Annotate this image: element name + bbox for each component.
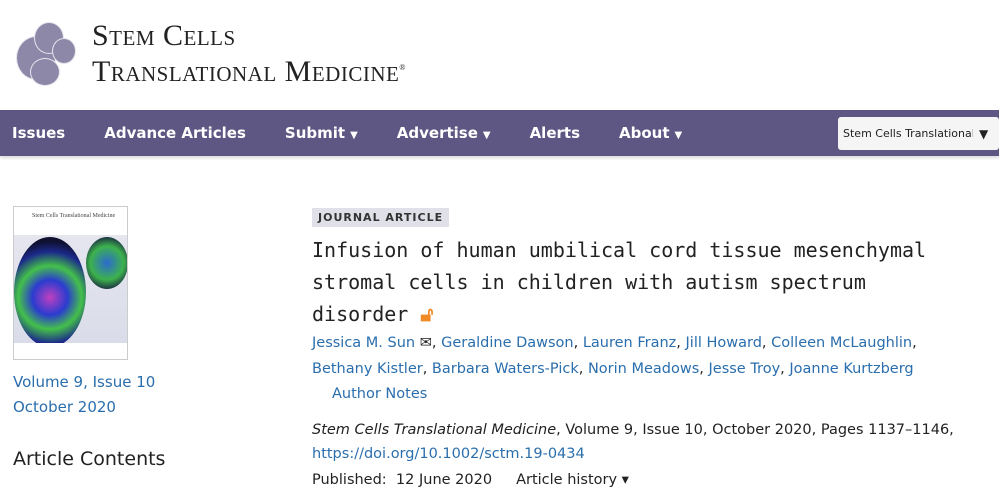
main-nav: Issues Advance Articles Submit ▼ Advertis… xyxy=(0,110,999,156)
nav-alerts[interactable]: Alerts xyxy=(529,124,580,142)
nav-about[interactable]: About ▼ xyxy=(619,124,683,142)
author-link[interactable]: Jill Howard xyxy=(685,335,762,351)
author-link[interactable]: Colleen McLaughlin xyxy=(771,335,913,351)
author-link[interactable]: Joanne Kurtzberg xyxy=(789,361,914,377)
separator: , xyxy=(431,335,442,351)
author-link[interactable]: Jessica M. Sun xyxy=(312,335,416,351)
open-access-icon: 🔓︎ xyxy=(420,302,434,326)
author-link[interactable]: Bethany Kistler xyxy=(312,361,423,377)
separator: , xyxy=(780,361,790,377)
dropdown-arrow-icon: ▼ xyxy=(979,126,989,141)
author-notes-link[interactable]: Author Notes xyxy=(332,386,428,402)
author-link[interactable]: Geraldine Dawson xyxy=(441,335,574,351)
nav-advertise[interactable]: Advertise ▼ xyxy=(396,124,491,142)
nav-issues[interactable]: Issues xyxy=(12,124,66,142)
issue-date-link[interactable]: October 2020 xyxy=(13,398,116,416)
cover-title: Stem Cells Translational Medicine xyxy=(14,207,127,235)
caret-down-icon: ▼ xyxy=(674,130,683,141)
article-title: Infusion of human umbilical cord tissue … xyxy=(312,238,927,326)
separator: , xyxy=(676,335,686,351)
logo-cells-icon xyxy=(12,18,82,90)
site-select-value: Stem Cells Translational Medicine xyxy=(843,127,973,140)
journal-name: Stem Cells Translational Medicine xyxy=(312,422,557,438)
separator: , xyxy=(578,361,588,377)
article-type-badge: JOURNAL ARTICLE xyxy=(312,208,450,227)
published-date: 12 June 2020 xyxy=(395,472,493,488)
article-history-toggle[interactable]: Article history ▾ xyxy=(516,472,629,488)
separator: , xyxy=(573,335,583,351)
separator: , xyxy=(761,335,772,351)
issue-cover-image[interactable]: Stem Cells Translational Medicine xyxy=(13,206,128,360)
separator: , xyxy=(422,361,432,377)
author-list: Jessica M. Sun ✉, Geraldine Dawson, Laur… xyxy=(312,330,972,382)
separator: , xyxy=(912,335,917,351)
site-select[interactable]: Stem Cells Translational Medicine ▼ xyxy=(838,117,999,150)
logo-line1: Stem Cells xyxy=(92,19,236,52)
separator: , xyxy=(699,361,709,377)
caret-down-icon: ▼ xyxy=(482,130,491,141)
author-link[interactable]: Norin Meadows xyxy=(587,361,700,377)
email-icon[interactable]: ✉ xyxy=(415,335,432,351)
doi-link[interactable]: https://doi.org/10.1002/sctm.19-0434 xyxy=(312,446,585,462)
author-link[interactable]: Jesse Troy xyxy=(708,361,781,377)
author-link[interactable]: Lauren Franz xyxy=(582,335,677,351)
citation: Stem Cells Translational Medicine, Volum… xyxy=(312,418,972,466)
nav-advance-articles[interactable]: Advance Articles xyxy=(104,124,246,142)
citation-details: , Volume 9, Issue 10, October 2020, Page… xyxy=(556,422,954,438)
publication-info: Published: 12 June 2020 Article history ▾ xyxy=(312,466,972,494)
caret-down-icon: ▼ xyxy=(350,130,358,141)
author-link[interactable]: Barbara Waters-Pick xyxy=(431,361,579,377)
published-label: Published: xyxy=(312,472,387,488)
article-contents-heading: Article Contents xyxy=(13,448,166,470)
issue-volume-link[interactable]: Volume 9, Issue 10 xyxy=(13,373,156,391)
journal-logo[interactable]: Stem Cells Translational Medicine® xyxy=(12,18,406,90)
logo-line2: Translational Medicine® xyxy=(92,55,406,88)
nav-submit[interactable]: Submit ▼ xyxy=(284,124,358,142)
